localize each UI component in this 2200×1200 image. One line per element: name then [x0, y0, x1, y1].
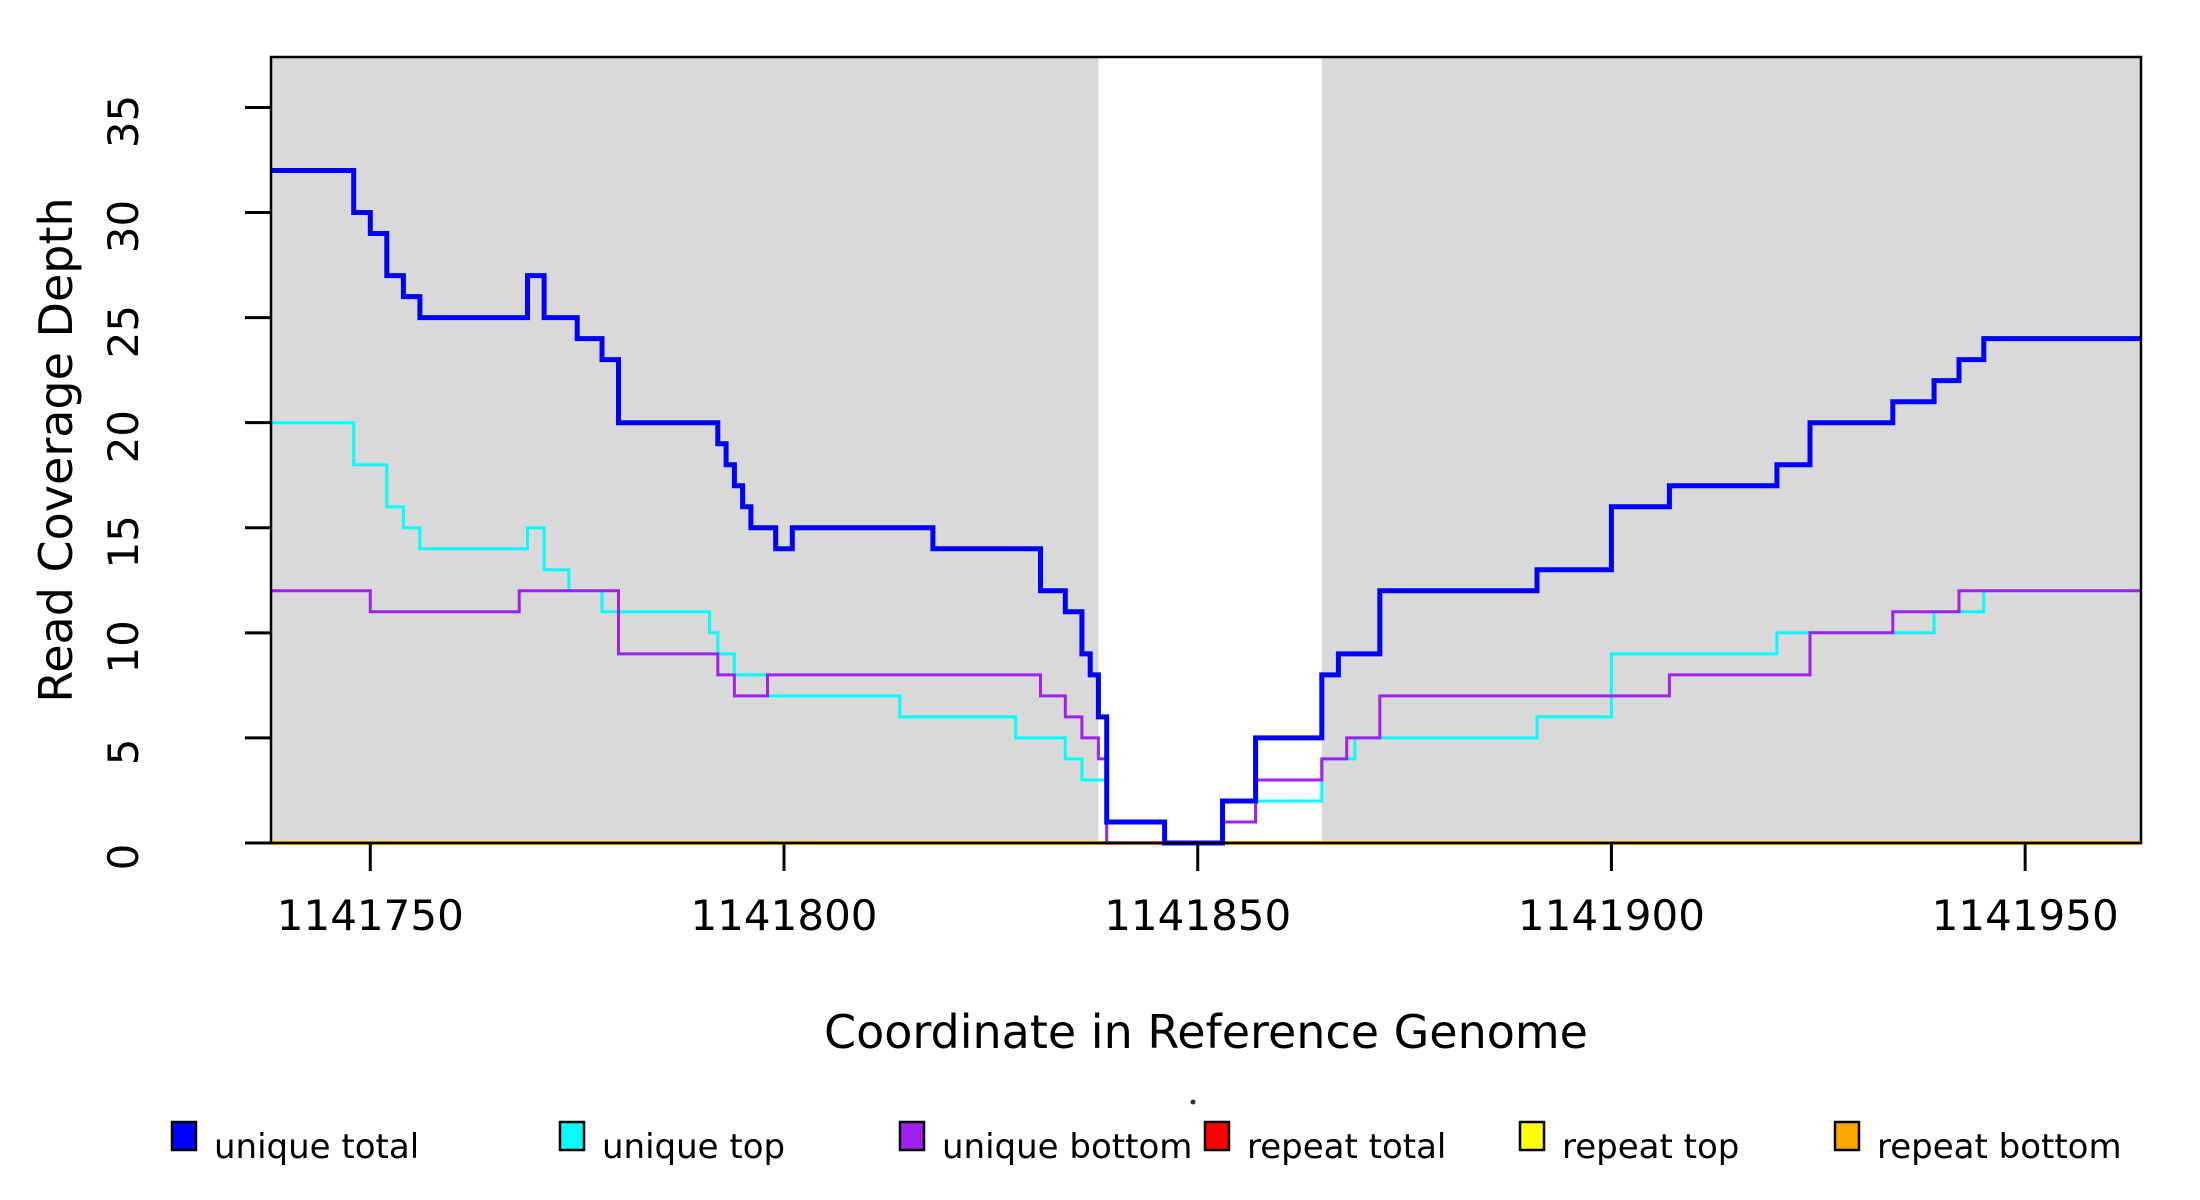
- series-unique-bottom-line: [271, 589, 2141, 845]
- legend-label: unique bottom: [942, 1127, 1192, 1167]
- legend-swatch-unique-bottom: [898, 1120, 926, 1152]
- legend-label: repeat top: [1562, 1127, 1739, 1167]
- shaded-region: [1321, 57, 2141, 843]
- legend-swatch-unique-total: [170, 1120, 198, 1152]
- legend-swatch-repeat-top: [1518, 1120, 1546, 1152]
- y-tick-label: 10: [99, 620, 148, 673]
- y-tick-label: 25: [99, 305, 148, 358]
- x-tick-label: 1141750: [277, 891, 464, 940]
- legend-swatch-unique-top: [558, 1120, 586, 1152]
- y-tick-label: 0: [99, 844, 148, 871]
- legend-label: repeat total: [1247, 1127, 1446, 1167]
- series-unique-top-line: [271, 421, 2141, 845]
- plot-border: [269, 55, 2143, 845]
- legend-swatch-repeat-bottom: [1833, 1120, 1861, 1152]
- y-tick-label: 15: [99, 515, 148, 568]
- y-tick-label: 35: [99, 95, 148, 148]
- x-tick-label: 1141950: [1932, 891, 2119, 940]
- legend-label: unique total: [214, 1127, 419, 1167]
- legend-label: repeat bottom: [1877, 1127, 2122, 1167]
- x-tick-label: 1141900: [1518, 891, 1705, 940]
- x-tick-label: 1141800: [690, 891, 877, 940]
- y-tick-label: 20: [99, 410, 148, 463]
- y-tick-label: 5: [99, 739, 148, 766]
- x-axis-title: Coordinate in Reference Genome: [824, 1005, 1588, 1059]
- legend-stray-dot: [1190, 1099, 1196, 1105]
- shaded-region: [271, 57, 1099, 843]
- series-unique-total-line: [271, 168, 2141, 846]
- legend-label: unique top: [602, 1127, 785, 1167]
- legend-swatch-repeat-total: [1203, 1120, 1231, 1152]
- x-tick-label: 1141850: [1104, 891, 1291, 940]
- y-tick-label: 30: [99, 200, 148, 253]
- y-axis-title: Read Coverage Depth: [29, 197, 83, 702]
